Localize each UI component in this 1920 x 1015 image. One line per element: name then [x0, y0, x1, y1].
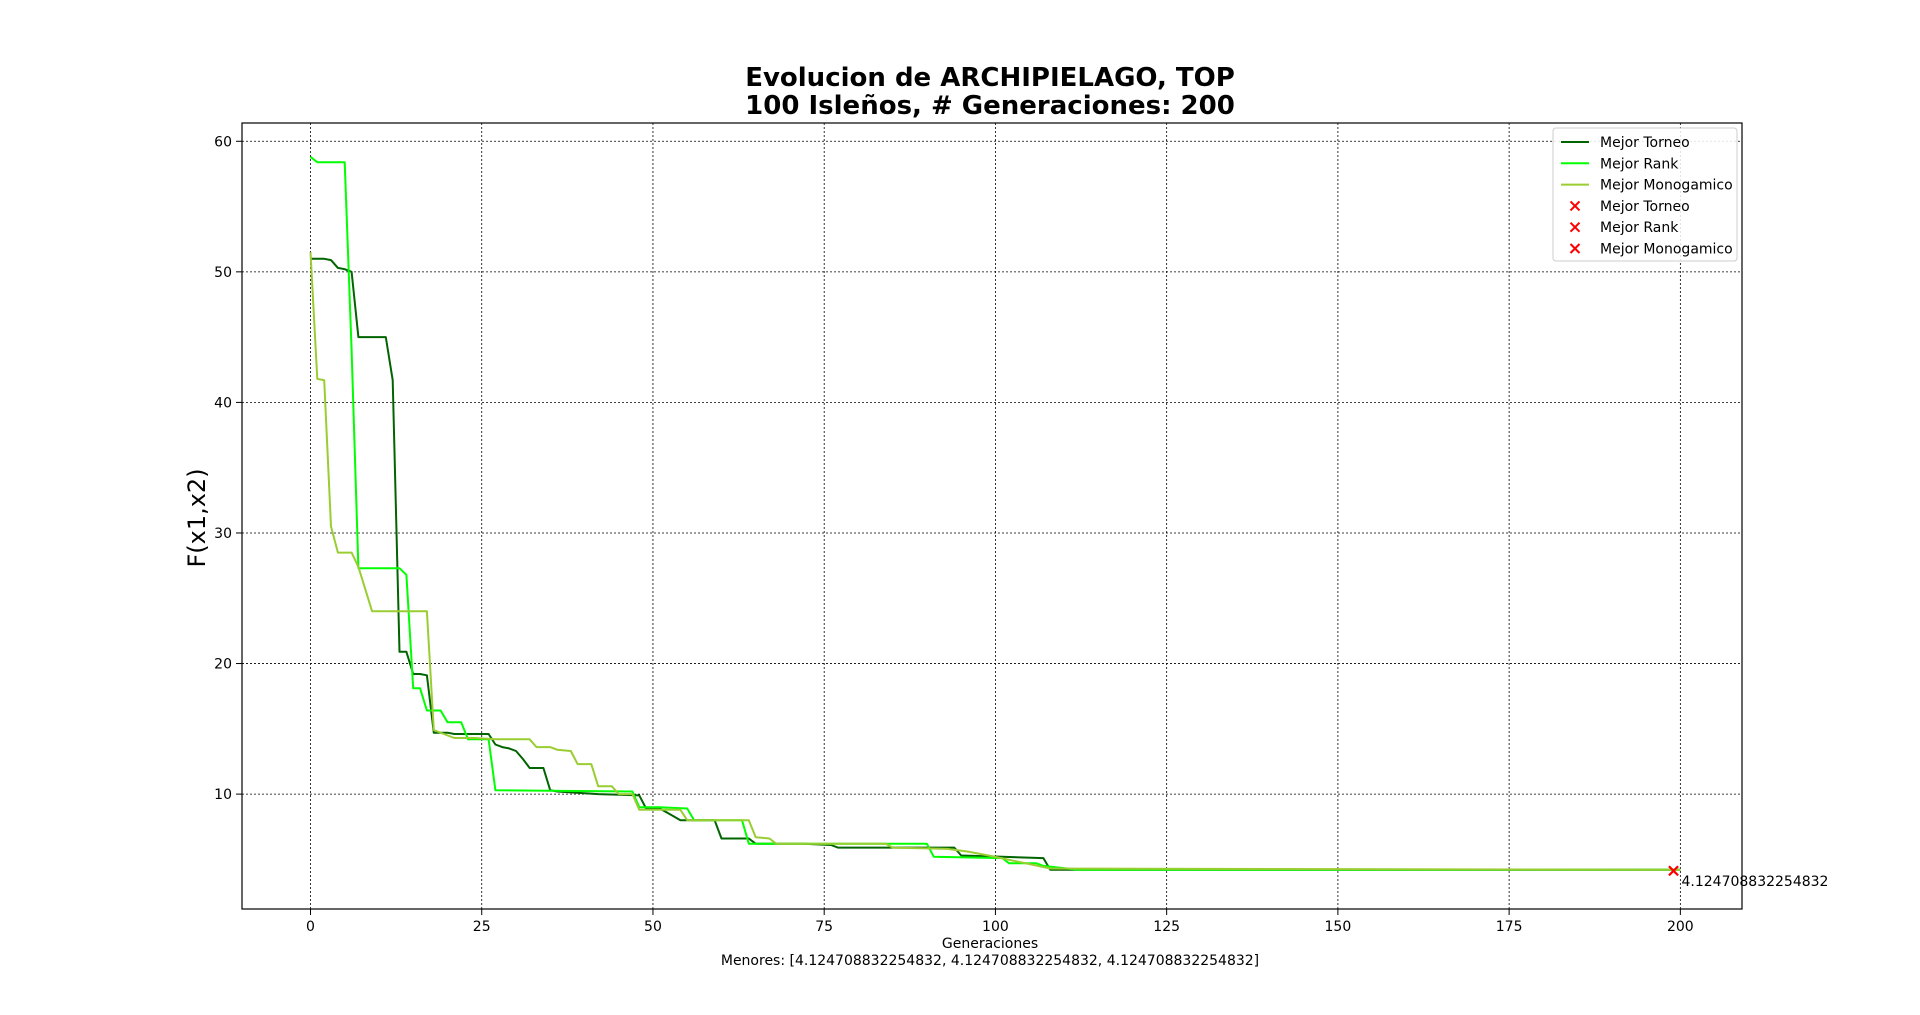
best-marker-mejor-monogamico	[1668, 865, 1679, 877]
legend: Mejor Torneo Mejor Rank Mejor Monogamico Me…	[1552, 127, 1738, 262]
x-tick-label: 125	[1153, 919, 1180, 935]
series-layer	[309, 156, 1681, 871]
legend-label: Mejor Rank	[1600, 220, 1679, 236]
footer-text: Menores: [4.124708832254832, 4.124708832…	[721, 953, 1259, 969]
x-tick-label: 200	[1667, 919, 1694, 935]
legend-item-marker-mejor-rank: Mejor Rank	[1569, 220, 1679, 236]
legend-label: Mejor Monogamico	[1600, 242, 1733, 258]
y-tick-label: 60	[214, 134, 232, 150]
x-axis-label: Generaciones	[942, 936, 1038, 952]
chart-title-line1: Evolucion de ARCHIPIELAGO, TOP	[745, 63, 1235, 93]
y-tick-label: 40	[214, 395, 232, 411]
series-line-mejor-monogamico	[309, 252, 1681, 871]
legend-label: Mejor Torneo	[1600, 135, 1690, 151]
axis-ticks: 0 25 50 75 100 125 150 175 200 10 20 30 40 50 60	[214, 134, 1694, 935]
x-tick-label: 0	[306, 919, 315, 935]
markers-layer: 4.124708832254832	[1668, 865, 1829, 890]
plot-area-frame	[241, 122, 1743, 910]
legend-label: Mejor Monogamico	[1600, 178, 1733, 194]
legend-label: Mejor Torneo	[1600, 199, 1690, 215]
legend-label: Mejor Rank	[1600, 156, 1679, 172]
x-tick-label: 150	[1325, 919, 1352, 935]
legend-box	[1552, 127, 1738, 262]
legend-item-line-mejor-torneo: Mejor Torneo	[1561, 135, 1690, 151]
x-tick-label: 175	[1496, 919, 1523, 935]
x-tick-label: 25	[473, 919, 491, 935]
y-tick-label: 30	[214, 526, 232, 542]
legend-item-marker-mejor-torneo: Mejor Torneo	[1569, 199, 1690, 215]
y-axis-label: F(x1,x2)	[183, 468, 211, 567]
y-tick-label: 20	[214, 657, 232, 673]
grid	[242, 123, 1742, 909]
legend-item-line-mejor-rank: Mejor Rank	[1561, 156, 1679, 172]
x-tick-label: 75	[815, 919, 833, 935]
y-tick-label: 10	[214, 787, 232, 803]
best-value-annotation: 4.124708832254832	[1682, 874, 1829, 890]
legend-swatch-x-marker	[1569, 221, 1581, 233]
chart-title-line2: 100 Isleños, # Generaciones: 200	[745, 91, 1235, 121]
legend-item-line-mejor-monogamico: Mejor Monogamico	[1561, 178, 1733, 194]
x-tick-label: 50	[644, 919, 662, 935]
legend-item-marker-mejor-monogamico: Mejor Monogamico	[1569, 242, 1733, 258]
y-tick-label: 50	[214, 265, 232, 281]
legend-swatch-x-marker	[1569, 200, 1581, 212]
x-tick-label: 100	[982, 919, 1009, 935]
legend-swatch-x-marker	[1569, 243, 1581, 254]
